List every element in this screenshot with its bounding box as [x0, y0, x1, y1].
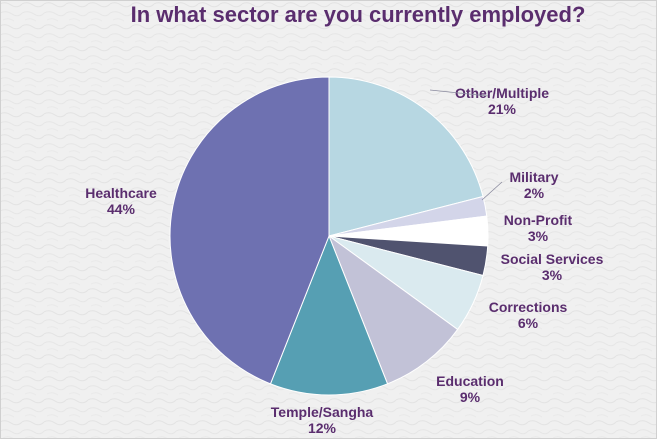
pie-slice-other-multiple	[328, 76, 484, 237]
pie-label-other-multiple: Other/Multiple 21%	[455, 85, 549, 117]
pie-label-percent: 44%	[107, 201, 136, 217]
pie-labels: Other/Multiple 21%Military 2%Non-Profit 3%S…	[85, 85, 603, 436]
pie-label-percent: 2%	[524, 185, 545, 201]
pie-label-category: Social Services	[501, 251, 604, 267]
pie-label-temple-sangha: Temple/Sangha 12%	[271, 404, 374, 436]
pie-label-percent: 3%	[528, 228, 549, 244]
pie-label-non-profit: Non-Profit 3%	[504, 212, 573, 244]
pie-slice-education	[327, 234, 459, 385]
pie-slice-healthcare	[169, 76, 330, 385]
pie-label-percent: 6%	[518, 315, 539, 331]
chart-title: In what sector are you currently employe…	[131, 2, 586, 27]
pie-label-category: Corrections	[489, 299, 568, 315]
pie-label-percent: 3%	[542, 267, 563, 283]
pie-label-percent: 9%	[460, 389, 481, 405]
pie-label-category: Temple/Sangha	[271, 404, 374, 420]
pie-label-social-services: Social Services 3%	[501, 251, 604, 283]
leader-line	[429, 89, 489, 97]
pie-label-corrections: Corrections 6%	[489, 299, 568, 331]
pie-label-category: Education	[436, 373, 504, 389]
pie-label-healthcare: Healthcare 44%	[85, 185, 157, 217]
pie-label-category: Non-Profit	[504, 212, 573, 228]
leader-line	[481, 181, 503, 201]
pie-label-category: Military	[509, 169, 558, 185]
pie-label-category: Healthcare	[85, 185, 157, 201]
pie-label-percent: 12%	[308, 420, 337, 436]
pie-label-percent: 21%	[488, 101, 517, 117]
pie-slice-temple-sangha	[269, 234, 389, 396]
pie-label-education: Education 9%	[436, 373, 504, 405]
pie-label-military: Military 2%	[509, 169, 558, 201]
pie-label-category: Other/Multiple	[455, 85, 549, 101]
pie-slices	[169, 76, 489, 396]
